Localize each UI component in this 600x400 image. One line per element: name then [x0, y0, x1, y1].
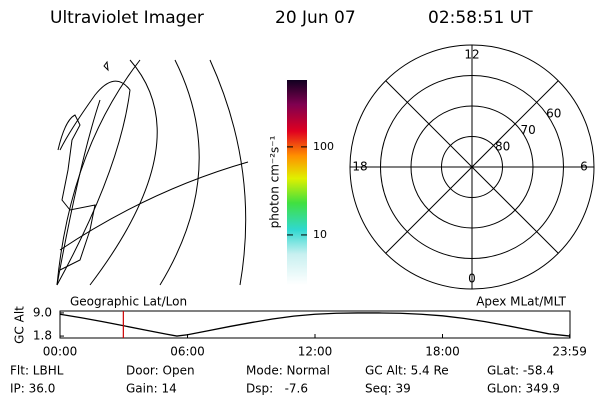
x-tick-label: 06:00 — [170, 345, 205, 359]
alt-left-label: Geographic Lat/Lon — [70, 295, 187, 309]
mlt-label: 12 — [464, 48, 479, 62]
colorbar-tick-label: 100 — [313, 140, 334, 153]
polar-ring-label: 80 — [495, 140, 510, 154]
mlt-label: 0 — [468, 272, 476, 286]
alt-frame — [59, 310, 571, 339]
time: 02:58:51 UT — [428, 8, 533, 28]
x-tick-label: 00:00 — [43, 345, 78, 359]
colorbar-tick-label: 10 — [313, 228, 327, 241]
info-text: Gain: 14 — [126, 382, 177, 396]
x-tick-label: 12:00 — [298, 345, 333, 359]
info-text: Dsp: -7.6 — [246, 382, 308, 396]
map — [56, 59, 249, 286]
mlt-label: 6 — [580, 160, 588, 174]
polar-ring — [380, 75, 564, 259]
colorbar-label: photon cm⁻²s⁻¹ — [268, 135, 282, 228]
info-text: Seq: 39 — [365, 382, 411, 396]
y-tick-label: 1.8 — [33, 329, 52, 343]
x-tick-label: 18:00 — [425, 345, 460, 359]
colorbar — [287, 80, 307, 285]
alt-right-label: Apex MLat/MLT — [476, 295, 566, 309]
alt-ylabel: GC Alt — [13, 306, 27, 344]
altitude-line — [59, 312, 571, 337]
polar-ring-label: 60 — [546, 106, 561, 120]
polar-ring — [441, 136, 503, 198]
info-text: GLat: -58.4 — [487, 364, 554, 378]
info-text: Mode: Normal — [246, 364, 330, 378]
title: Ultraviolet Imager — [50, 8, 204, 28]
polar-ring-label: 70 — [521, 123, 536, 137]
info-text: GC Alt: 5.4 Re — [365, 364, 449, 378]
info-text: IP: 36.0 — [10, 382, 55, 396]
date: 20 Jun 07 — [275, 8, 356, 28]
mlt-label: 18 — [352, 160, 367, 174]
info-text: Door: Open — [126, 364, 195, 378]
y-tick-label: 9.0 — [33, 305, 52, 319]
polar-ring — [410, 105, 534, 229]
info-text: Flt: LBHL — [10, 364, 64, 378]
info-text: GLon: 349.9 — [487, 382, 560, 396]
x-tick-label: 23:59 — [552, 345, 587, 359]
polar-axis — [385, 80, 559, 254]
